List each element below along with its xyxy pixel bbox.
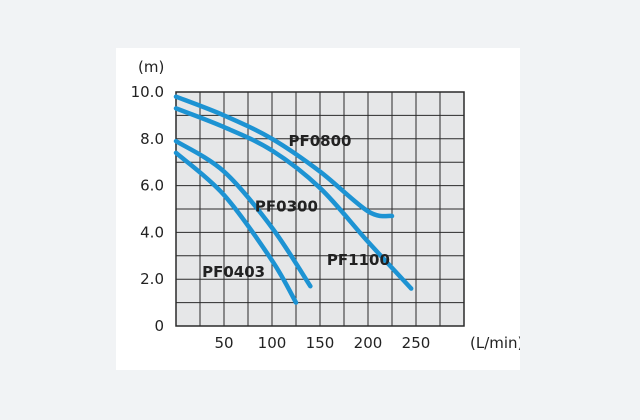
series-line-pf0300 xyxy=(173,138,313,289)
series-labels: PF0800 PF1100 PF0300 PF0403 xyxy=(202,132,390,281)
grid-lines xyxy=(176,92,464,326)
chart-card: 0 2.0 4.0 6.0 8.0 10.0 50 100 150 200 250 (m) (L/… xyxy=(116,48,520,370)
x-tick-labels: 50 100 150 200 250 xyxy=(214,334,430,352)
series-line-pf0800 xyxy=(173,94,395,219)
series-line-pf1100 xyxy=(173,106,414,291)
x-tick-label: 200 xyxy=(354,334,383,352)
y-tick-label: 2.0 xyxy=(140,270,164,288)
y-tick-labels: 0 2.0 4.0 6.0 8.0 10.0 xyxy=(131,83,164,335)
y-tick-label: 6.0 xyxy=(140,177,164,195)
plot-border xyxy=(175,91,465,327)
y-tick-label: 4.0 xyxy=(140,223,164,241)
series-label-pf0800: PF0800 xyxy=(289,132,352,150)
pump-performance-chart: 0 2.0 4.0 6.0 8.0 10.0 50 100 150 200 250 (m) (L/… xyxy=(131,58,520,352)
x-tick-label: 100 xyxy=(258,334,287,352)
series-label-pf0300: PF0300 xyxy=(255,197,318,215)
series-label-pf0403: PF0403 xyxy=(202,263,265,281)
series-lines xyxy=(173,94,414,305)
series-label-pf1100: PF1100 xyxy=(327,251,390,269)
y-tick-label: 0 xyxy=(154,317,164,335)
y-axis-unit: (m) xyxy=(138,58,164,76)
x-axis-unit: (L/min) xyxy=(470,334,520,352)
y-tick-label: 8.0 xyxy=(140,130,164,148)
x-tick-label: 250 xyxy=(402,334,431,352)
y-tick-label: 10.0 xyxy=(131,83,164,101)
x-tick-label: 150 xyxy=(306,334,335,352)
series-line-pf0403 xyxy=(173,150,299,305)
x-tick-label: 50 xyxy=(214,334,233,352)
